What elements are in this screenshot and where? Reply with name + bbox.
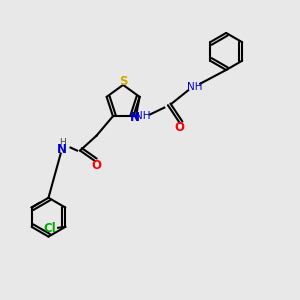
Text: H: H — [59, 138, 66, 147]
Text: N: N — [130, 111, 140, 124]
Text: Cl: Cl — [44, 222, 56, 235]
Text: S: S — [119, 75, 128, 88]
Text: NH: NH — [187, 82, 203, 92]
Text: O: O — [175, 121, 185, 134]
Text: N: N — [57, 142, 67, 156]
Text: O: O — [92, 159, 101, 172]
Text: NH: NH — [135, 111, 150, 121]
